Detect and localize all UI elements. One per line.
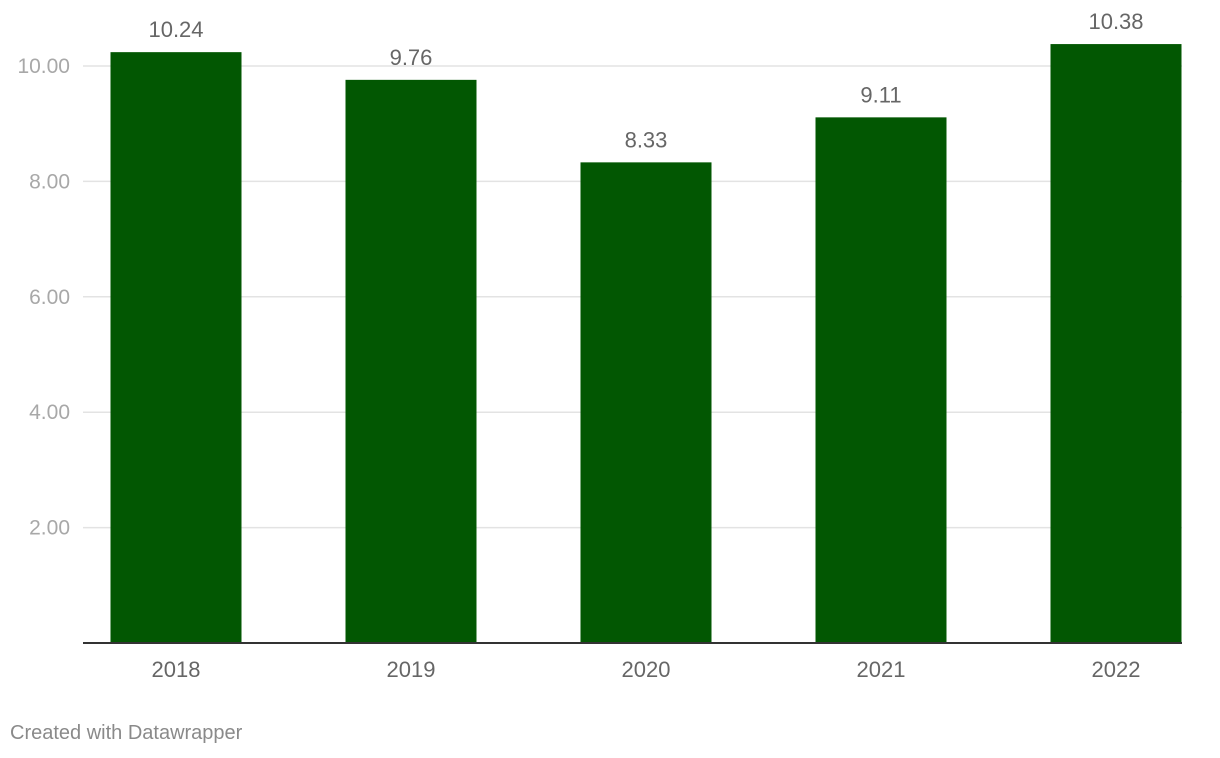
bar (110, 52, 242, 644)
bar (580, 162, 712, 643)
bar-value-label: 10.24 (148, 17, 203, 42)
bars (110, 44, 1182, 644)
bar (815, 117, 947, 643)
bar-value-label: 8.33 (625, 127, 668, 152)
x-tick-label: 2022 (1092, 657, 1141, 682)
credit-text: Created with Datawrapper (10, 722, 243, 744)
bar (345, 79, 477, 643)
y-tick-label: 8.00 (29, 170, 70, 193)
y-tick-label: 4.00 (29, 401, 70, 424)
value-labels: 10.24 9.76 8.33 9.11 10.38 (148, 9, 1143, 152)
bar-value-label: 9.11 (860, 82, 901, 107)
y-tick-label: 10.00 (17, 55, 70, 78)
x-tick-label: 2021 (857, 657, 906, 682)
y-tick-label: 2.00 (29, 517, 70, 540)
y-tick-label: 6.00 (29, 286, 70, 309)
x-axis-ticks: 2018 2019 2020 2021 2022 (152, 657, 1141, 682)
bar-value-label: 9.76 (390, 45, 433, 70)
bar (1050, 44, 1182, 644)
x-tick-label: 2019 (387, 657, 436, 682)
x-tick-label: 2018 (152, 657, 201, 682)
bar-value-label: 10.38 (1088, 9, 1143, 34)
y-axis-ticks: 2.00 4.00 6.00 8.00 10.00 (17, 55, 70, 540)
x-tick-label: 2020 (622, 657, 671, 682)
